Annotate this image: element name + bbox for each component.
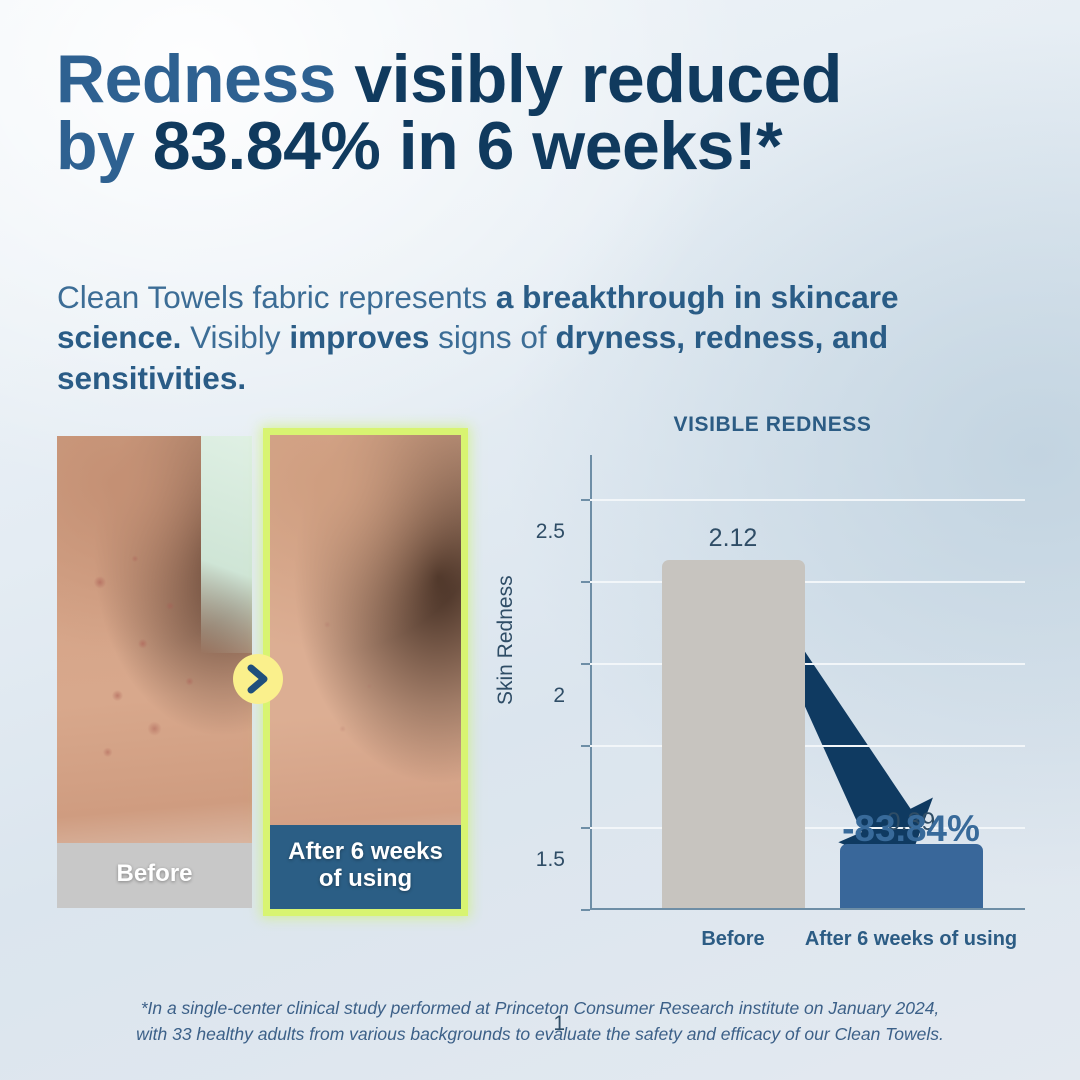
chart-decline-annotation: -83.84% (842, 808, 980, 850)
before-photo-image (57, 436, 252, 908)
after-photo-panel: After 6 weeks of using (263, 428, 468, 916)
chart-x-axis-label: Before (701, 928, 765, 950)
before-caption: Before (57, 843, 252, 908)
chart-y-tick-mark: 2.5 (536, 498, 590, 543)
subtitle-seg-6-bold: dryness, redness, and sensitivities. (57, 319, 889, 397)
chart-y-tick-label: 2 (553, 683, 565, 707)
before-photo-panel: Before (57, 436, 252, 908)
chart-gridline (590, 580, 1025, 583)
chart-title: VISIBLE REDNESS (673, 413, 872, 436)
chart-y-tick-mark: 1.5 (536, 662, 590, 871)
subtitle-seg-4-bold: improves (289, 319, 430, 356)
chart-gridline (590, 826, 1025, 829)
headline-line-1: Redness visibly reduced (56, 45, 1036, 113)
footnote-line-2: with 33 healthy adults from various back… (136, 1024, 944, 1045)
chart-bar-after (839, 844, 983, 908)
chart-y-tick-mark: 2 (553, 580, 590, 707)
chart-y-axis-label: Skin Redness (494, 575, 517, 705)
chart-bar-before (661, 560, 805, 908)
headline-line-2: by 83.84% in 6 weeks!* (56, 112, 1036, 180)
page-title: Redness visibly reduced by 83.84% in 6 w… (56, 45, 1036, 180)
study-footnote: *In a single-center clinical study perfo… (0, 995, 1080, 1048)
chart-bar-value-label: 0.39 (886, 808, 936, 836)
chart-gridline (590, 662, 1025, 665)
subtitle-seg-1: Clean Towels fabric represents (57, 278, 496, 315)
chart-plot-area: 0 0.5 1 1.5 2 2.5 2.12 Before 0.39 After 6 weeks … (536, 455, 1025, 1035)
chart-x-axis-label: After 6 weeks of using (804, 928, 1018, 950)
chart-y-tick-label: 1 (553, 1011, 565, 1035)
chart-x-axis-line (590, 908, 1025, 910)
subtitle-seg-2-bold: a breakthrough in skincare science. (57, 278, 899, 356)
headline-word-by: by (56, 107, 153, 184)
subtitle-seg-5: signs of (429, 319, 556, 356)
chart-gridline (590, 744, 1025, 747)
chevron-right-icon (233, 654, 283, 704)
chart-y-tick-mark: 0.5 (581, 826, 590, 829)
headline-phrase-percentage: 83.84% in 6 weeks!* (152, 107, 783, 184)
footnote-line-1: *In a single-center clinical study perfo… (140, 998, 940, 1018)
visible-redness-chart: VISIBLE REDNESS Skin Redness 0 0.5 1 1.5 2 2.… (494, 405, 1045, 1035)
chart-y-tick-mark: 0 (581, 909, 590, 911)
chart-y-axis-line (590, 455, 592, 910)
chart-gridline (590, 498, 1025, 501)
chart-bar-value-label: 2.12 (708, 524, 758, 553)
subtitle-seg-3: Visibly (181, 319, 290, 356)
chart-y-tick-label: 2.5 (535, 519, 565, 543)
subtitle-paragraph: Clean Towels fabric represents a breakth… (57, 277, 917, 400)
after-caption-line-1: After 6 weeks (288, 838, 443, 866)
before-after-comparison: Before After 6 weeks of using (57, 428, 475, 918)
headline-word-redness: Redness (56, 41, 355, 117)
headline-phrase-visibly-reduced: visibly reduced (354, 41, 842, 117)
after-caption-line-2: of using (318, 865, 413, 893)
chart-y-tick-mark: 1 (553, 744, 590, 1035)
after-caption: After 6 weeks of using (270, 825, 461, 909)
chart-y-tick-label: 1.5 (535, 847, 565, 871)
